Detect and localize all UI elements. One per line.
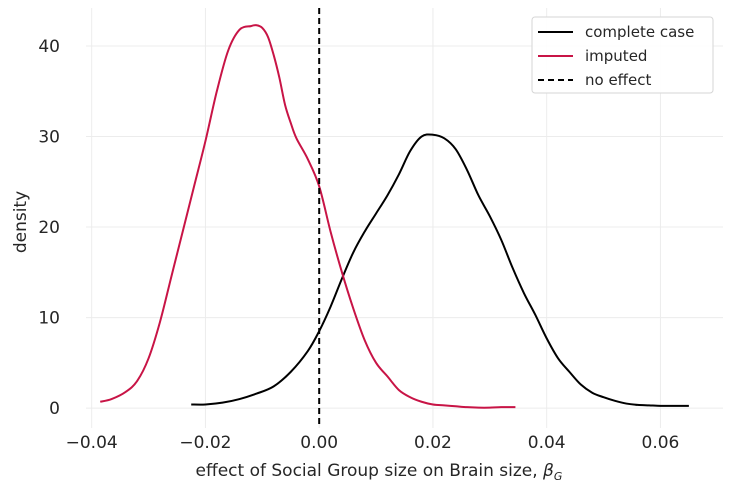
series-layer [99,24,689,409]
legend: complete case imputed no effect [531,16,714,94]
density-curve-complete-case [191,133,689,407]
y-tick-label: 40 [38,37,60,57]
y-tick-label: 30 [38,128,60,148]
legend-box [531,16,714,94]
legend-items: complete case imputed no effect [538,23,694,89]
legend-label-complete-case: complete case [585,23,694,41]
x-axis-ticks: −0.04 −0.02 0.00 0.02 0.04 0.06 [66,433,680,453]
y-tick-label: 0 [49,399,60,419]
x-tick-label: −0.04 [66,433,118,453]
legend-label-imputed: imputed [585,47,647,65]
x-tick-label: −0.02 [179,433,231,453]
y-tick-label: 20 [38,218,60,238]
x-tick-label: 0.00 [300,433,338,453]
y-axis-ticks: 0 10 20 30 40 [38,37,60,419]
x-axis-label-subscript: G [554,470,563,483]
x-axis-label: effect of Social Group size on Brain siz… [196,461,563,483]
y-tick-label: 10 [38,309,60,329]
x-tick-label: 0.06 [642,433,680,453]
density-curve-imputed [99,24,516,409]
x-tick-label: 0.04 [528,433,566,453]
y-axis-label: density [11,191,31,253]
x-tick-label: 0.02 [414,433,452,453]
legend-label-no-effect: no effect [585,71,651,89]
x-axis-label-symbol: β [542,461,554,481]
